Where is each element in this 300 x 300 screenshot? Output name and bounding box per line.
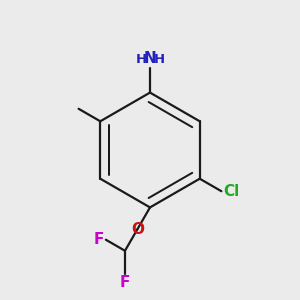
- Text: H: H: [136, 53, 147, 66]
- Text: H: H: [153, 53, 164, 66]
- Text: Cl: Cl: [223, 184, 239, 199]
- Text: O: O: [131, 222, 144, 237]
- Text: F: F: [94, 232, 104, 247]
- Text: F: F: [120, 275, 130, 290]
- Text: N: N: [144, 51, 156, 66]
